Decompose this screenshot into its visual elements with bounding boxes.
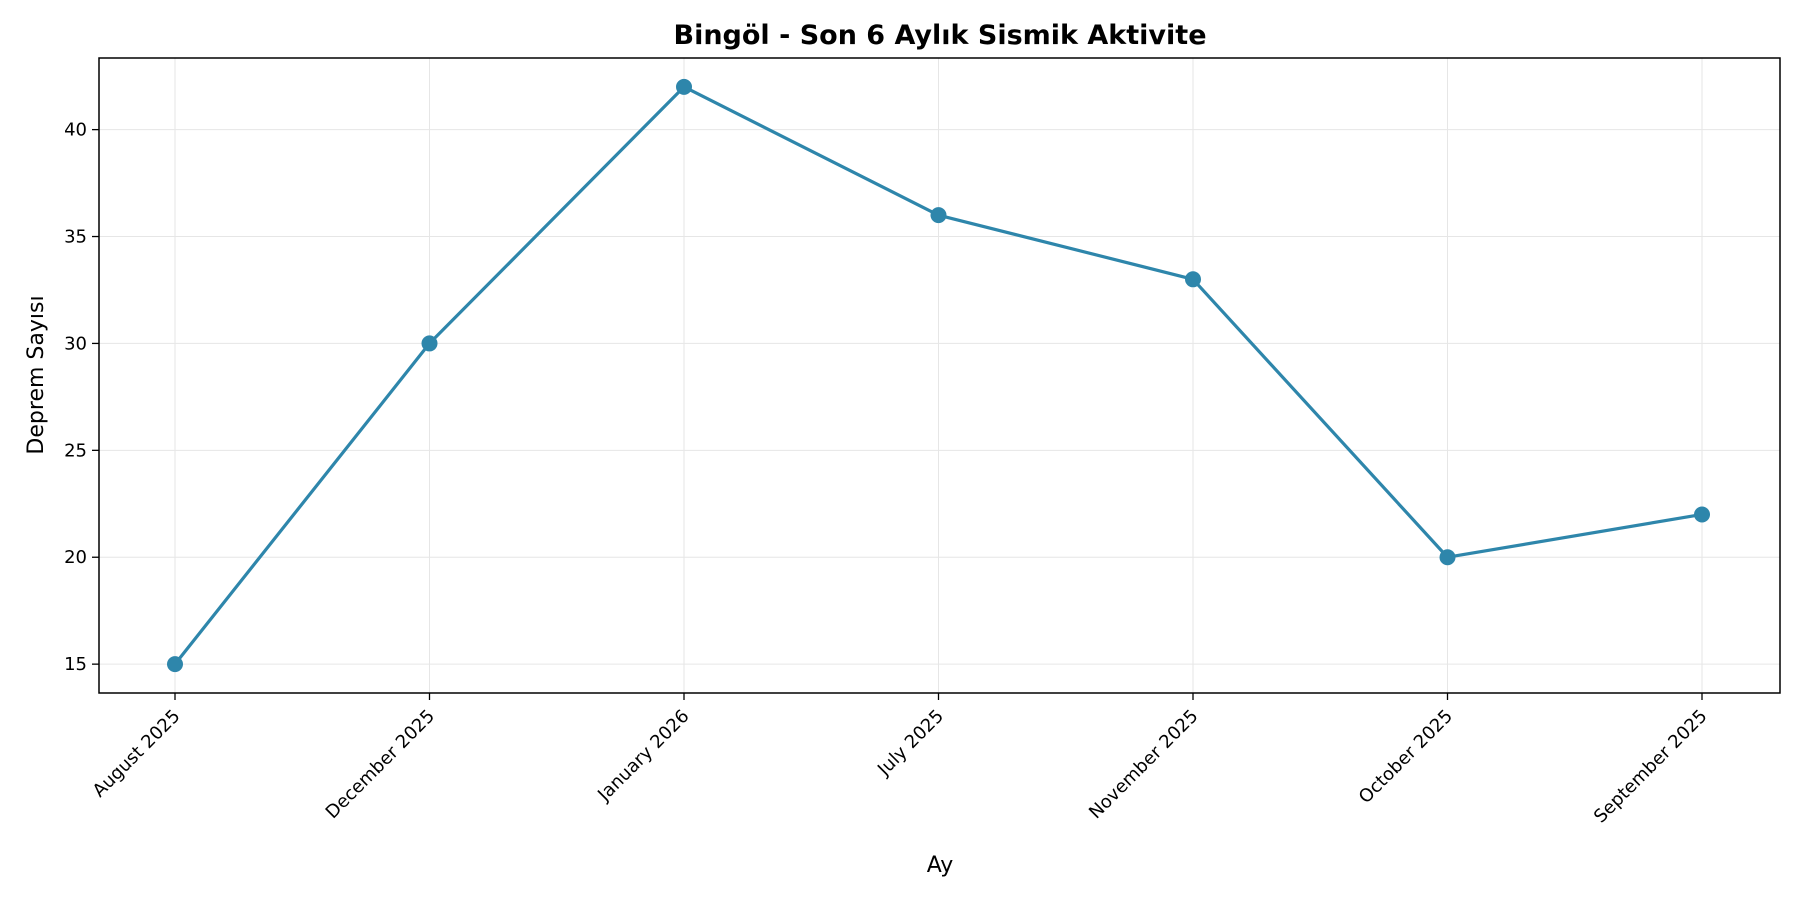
chart-title: Bingöl - Son 6 Aylık Sismik Aktivite <box>674 20 1207 51</box>
data-point[interactable] <box>1694 506 1710 523</box>
data-point[interactable] <box>167 656 183 673</box>
grid-lines <box>99 58 1780 693</box>
series-layer <box>167 78 1710 673</box>
data-point[interactable] <box>1439 549 1456 566</box>
plot-frame <box>98 57 1781 694</box>
y-ticks: 15 20 25 30 35 40 <box>64 120 99 675</box>
data-point[interactable] <box>1185 271 1201 288</box>
y-tick-label: 30 <box>64 333 87 354</box>
data-point[interactable] <box>930 207 947 224</box>
y-tick-label: 35 <box>64 227 87 248</box>
y-tick-label: 40 <box>64 120 87 141</box>
data-point[interactable] <box>676 78 692 95</box>
y-axis-label: Deprem Sayısı <box>24 295 49 454</box>
y-tick-label: 15 <box>64 654 87 675</box>
y-tick-label: 25 <box>64 440 87 461</box>
y-tick-label: 20 <box>64 547 87 568</box>
data-point[interactable] <box>421 335 438 352</box>
x-axis-label: Ay <box>927 853 954 878</box>
